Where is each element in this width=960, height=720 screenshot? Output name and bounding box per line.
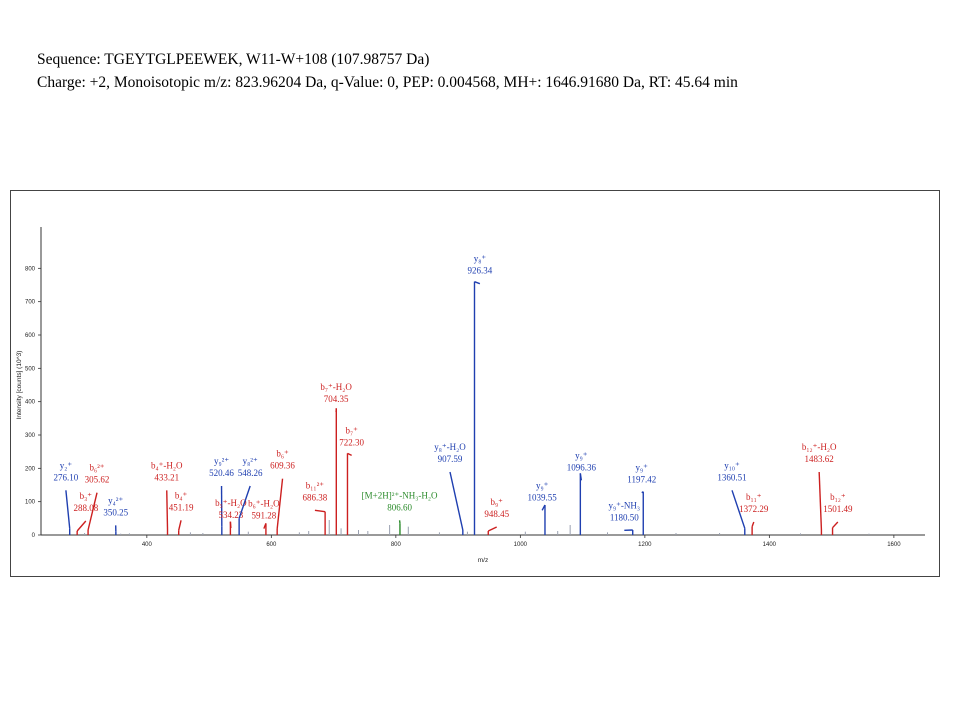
peak-ion-label: y₁₀⁺ [724,460,740,470]
peak-ion-label: b₆⁺-H₂O [248,499,280,509]
charge-line: Charge: +2, Monoisotopic m/z: 823.96204 … [37,74,738,91]
peak-ion-label: y₄²⁺ [108,495,123,505]
peak-mz-label: 1180.50 [610,512,639,522]
peak-leader-line [751,521,755,527]
peak-ion-label: b₆²⁺ [89,463,104,473]
peak-mz-label: 1372.29 [739,504,769,514]
peak-ion-label: y₉²⁺ [214,456,229,466]
peak-mz-label: 451.19 [169,502,194,512]
peak-mz-label: 806.60 [387,502,412,512]
peak-ion-label: y₉⁺ [575,450,588,460]
x-tick-label: 600 [266,542,277,548]
peak-ion-label: b₇⁺ [345,425,358,435]
peak-ion-label: b₁₁²⁺ [306,480,324,490]
x-tick-label: 400 [142,542,153,548]
peak-ion-label: b₆⁺ [276,449,289,459]
peak-ion-label: y₉⁺-NH₃ [609,500,641,510]
peak-leader-line [166,490,169,530]
mass-spectrum-chart: 400 600 800 1000 1200 1400 1600 0 100 200 300 400 50… [16,227,925,564]
peak-ion-label: y₂⁺ [60,460,73,470]
x-tick-label: 800 [391,542,402,548]
y-tick-label: 800 [25,266,36,272]
peak-ion-label: b₁₂⁺ [830,492,846,502]
y-tick-label: 400 [25,400,36,406]
peak-leader-line [474,281,481,285]
peak-mz-label: 686.38 [303,492,328,502]
peak-ion-label: y₈⁺ [474,254,487,264]
peak-mz-label: 350.25 [103,507,128,517]
peak-mz-label: 433.21 [154,472,179,482]
peak-ion-label: y₉⁺ [536,480,549,490]
peak-ion-label: b₁₁⁺ [746,492,762,502]
peak-leader-line [276,478,284,530]
sequence-line: Sequence: TGEYTGLPEEWEK, W11-W+108 (107.… [37,51,430,68]
x-axis-label: m/z [478,557,488,564]
peak-mz-label: 520.46 [209,468,234,478]
peak-mz-label: 288.08 [73,503,98,513]
peak-leader-line [487,526,497,532]
y-tick-label: 300 [25,433,36,439]
peak-leader-line [178,520,182,531]
peak-ion-label: [M+2H]²⁺-NH₃-H₂O [362,490,438,500]
peak-mz-label: 722.30 [339,437,364,447]
x-tick-label: 1600 [887,542,901,548]
x-tick-label: 1200 [638,542,652,548]
peak-mz-label: 704.35 [324,394,349,404]
y-tick-label: 0 [32,533,36,539]
peak-leader-line [65,490,71,529]
peak-ion-label: b₁₂⁺-H₂O [802,442,837,452]
peak-ion-label: b₄⁺-H₂O [151,460,183,470]
peak-ion-label: b₄⁺ [175,490,188,500]
peak-leader-line [541,504,546,511]
peak-leader-line [314,509,326,513]
y-tick-label: 200 [25,466,36,472]
spectrum-header: Sequence: TGEYTGLPEEWEK, W11-W+108 (107.… [37,48,738,94]
peak-mz-label: 1360.51 [717,472,746,482]
peak-mz-label: 276.10 [54,472,79,482]
peak-leader-line [263,523,267,529]
peak-leader-line [347,452,352,456]
peak-mz-label: 1483.62 [805,454,834,464]
y-tick-label: 700 [25,300,36,306]
x-tick-label: 1000 [514,542,528,548]
peak-mz-label: 548.26 [238,468,263,478]
peak-mz-label: 1096.36 [567,462,597,472]
y-tick-label: 600 [25,333,36,339]
peak-leader-line [449,471,464,531]
peak-mz-label: 609.36 [270,461,295,471]
peak-mz-label: 1039.55 [528,492,558,502]
x-tick-label: 1400 [763,542,777,548]
peak-leader-line [731,490,746,529]
peak-leader-line [818,471,823,531]
spectrum-frame [10,190,940,577]
peak-ion-label: b₇⁺-H₂O [320,382,352,392]
peak-mz-label: 591.28 [251,511,276,521]
peak-ion-label: b₉⁺ [491,497,504,507]
peak-ion-label: b₃⁺ [80,491,93,501]
peak-mz-label: 1197.42 [627,475,656,485]
y-tick-label: 100 [25,500,36,506]
peak-mz-label: 926.34 [468,266,493,276]
peak-mz-label: 948.45 [484,509,509,519]
peak-leader-line [76,520,87,532]
peak-ion-label: y₈²⁺ [243,456,258,466]
peak-mz-label: 907.59 [438,454,463,464]
peak-leader-line [832,521,839,529]
peak-ion-label: y₈⁺-H₂O [434,442,466,452]
peak-ion-label: b₅⁺-H₂O [215,498,247,508]
peak-mz-label: 305.62 [85,475,110,485]
peak-leader-line [238,485,251,519]
y-tick-label: 500 [25,366,36,372]
peak-ion-label: y₉⁺ [636,463,649,473]
y-axis-label: Intensity [counts] (10^3) [16,351,23,420]
peak-leader-line [579,473,583,481]
peak-leader-line [641,491,644,494]
peak-mz-label: 534.23 [218,510,243,520]
peak-mz-label: 1501.49 [823,504,853,514]
peak-leader-line [87,492,98,531]
